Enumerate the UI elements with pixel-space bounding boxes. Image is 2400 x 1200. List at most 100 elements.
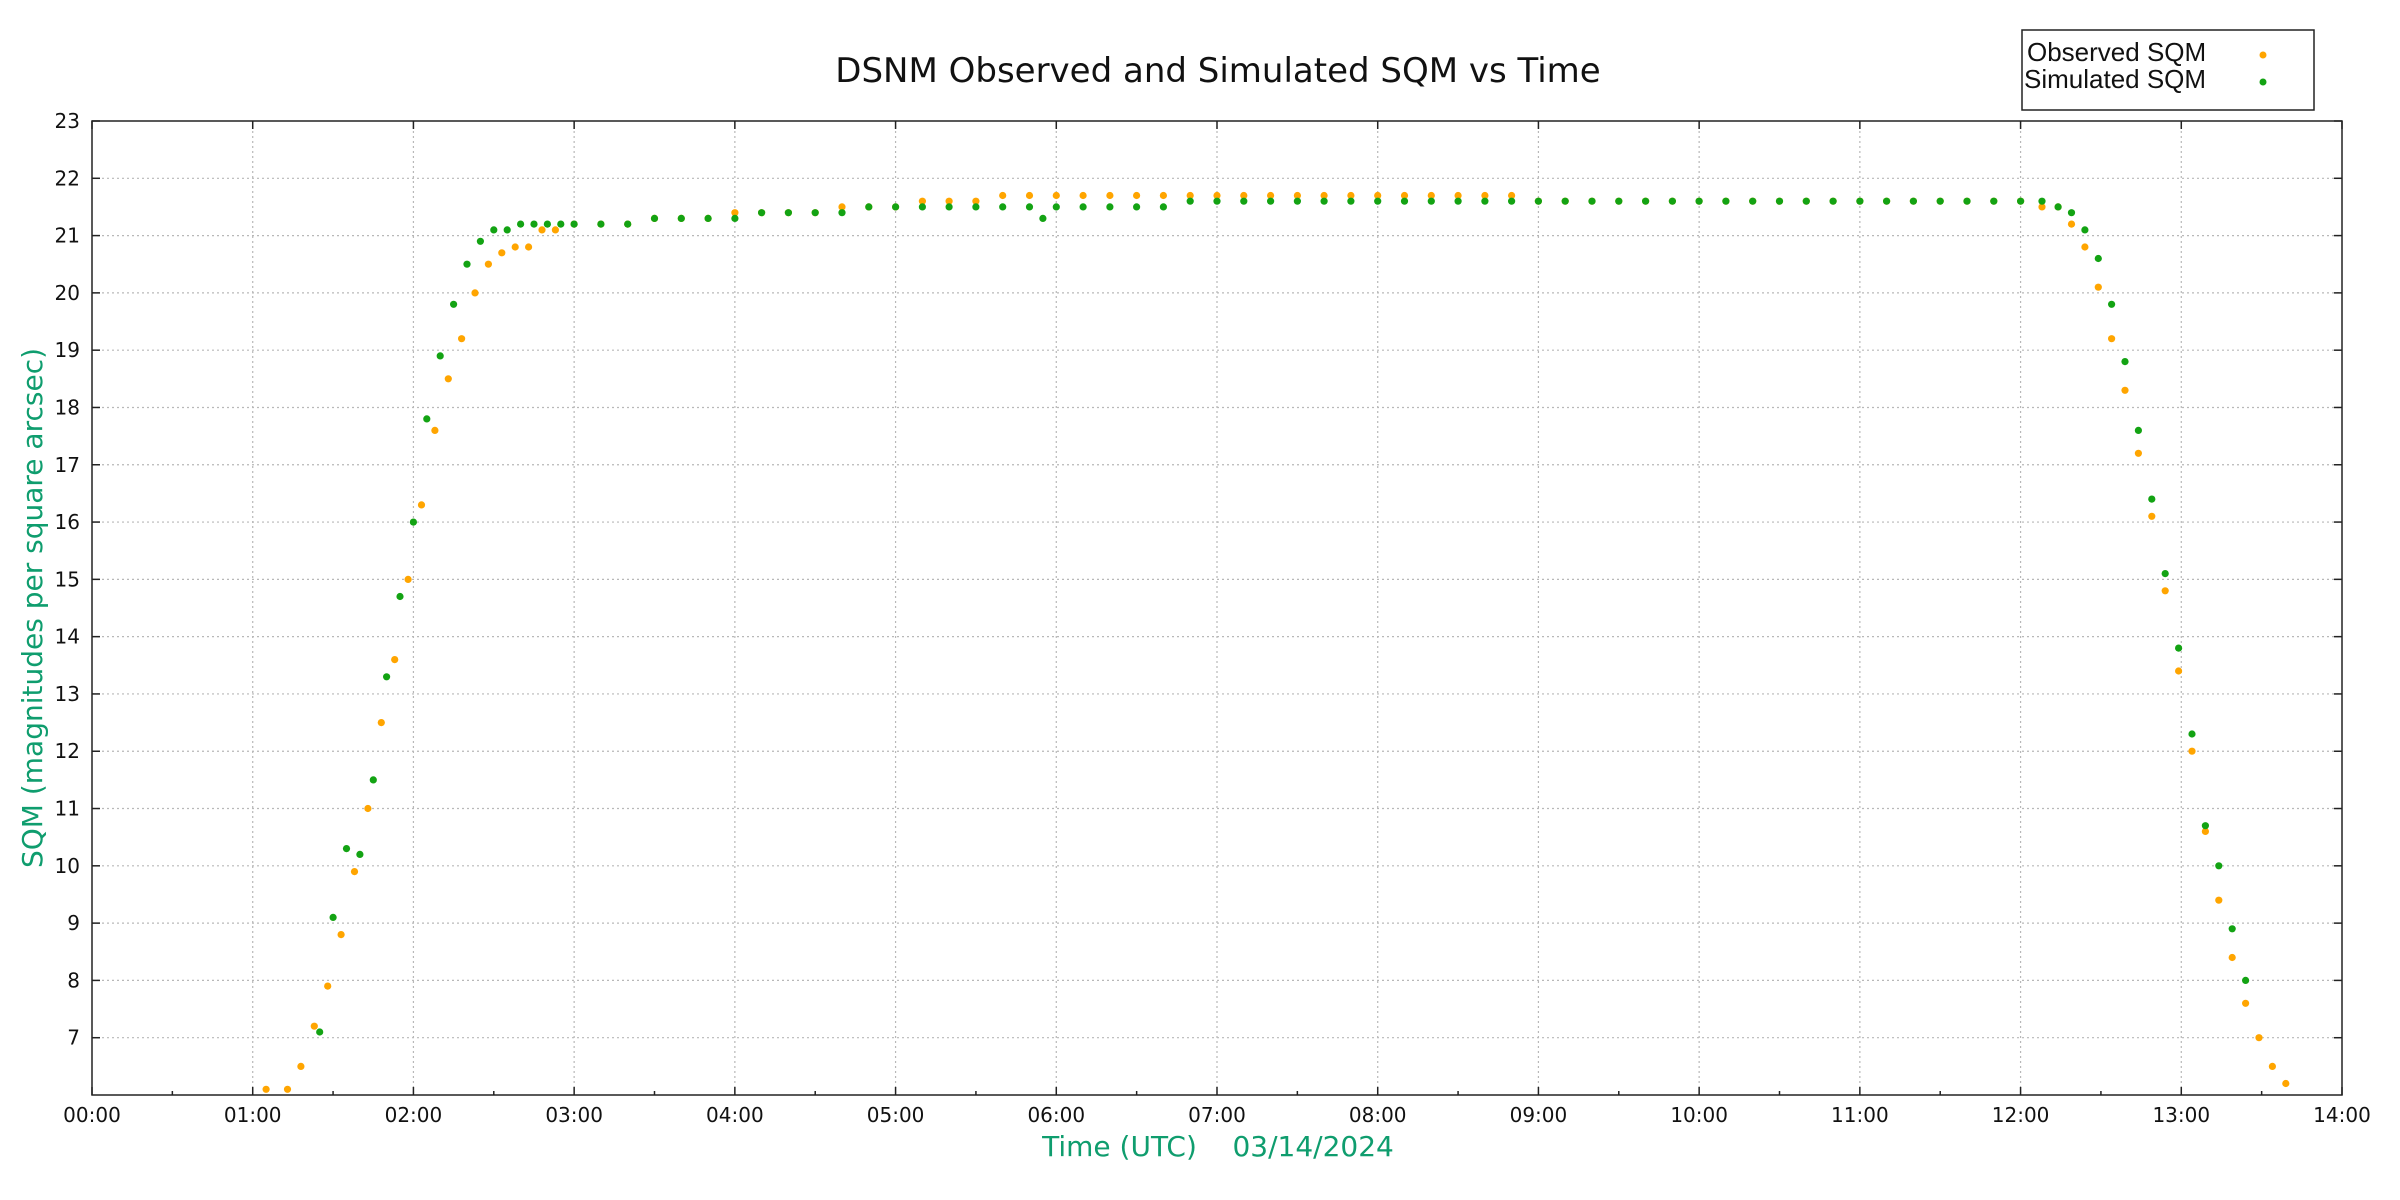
simulated-sqm-point [1400,197,1409,205]
simulated-sqm-point [436,352,444,360]
y-tick-label: 23 [55,109,80,133]
x-tick-label: 11:00 [1831,1103,1889,1127]
observed-sqm-point [1320,191,1328,200]
simulated-sqm-point [2175,644,2183,652]
observed-sqm-point [310,1022,318,1030]
observed-sqm-point [1079,191,1087,200]
y-tick-label: 10 [55,854,80,878]
simulated-sqm-point [2242,976,2250,985]
x-tick-label: 00:00 [63,1103,121,1127]
x-tick-label: 03:00 [545,1103,603,1127]
observed-sqm-point [1267,191,1275,200]
observed-sqm-point [458,335,466,343]
x-tick-label: 12:00 [1992,1103,2050,1127]
simulated-sqm-point [476,237,484,245]
observed-sqm-point [364,804,372,813]
observed-sqm-point [1400,191,1409,200]
observed-sqm-point [2201,827,2209,836]
simulated-sqm-point [1374,197,1382,205]
observed-sqm-point [262,1085,270,1093]
observed-sqm-point [2038,203,2046,211]
simulated-sqm-point [999,203,1007,211]
simulated-sqm-point [1293,197,1301,205]
y-axis-label: SQM (magnitudes per square arcsec) [16,348,49,868]
x-tick-label: 13:00 [2152,1103,2210,1127]
simulated-sqm-point [463,260,471,268]
simulated-sqm-point [1508,197,1516,205]
observed-sqm-point [484,260,492,268]
simulated-sqm-point [1856,197,1864,205]
y-tick-label: 19 [55,338,80,362]
observed-sqm-point [2094,283,2102,291]
observed-sqm-point [525,243,533,251]
observed-sqm-point [283,1085,292,1093]
simulated-sqm-point [1320,197,1328,205]
simulated-sqm-point [1213,197,1221,205]
observed-sqm-point [350,868,359,876]
simulated-sqm-point [1427,197,1435,205]
observed-sqm-point [1213,191,1221,200]
observed-sqm-point [918,197,927,205]
observed-sqm-point [2215,896,2223,904]
observed-sqm-point [2255,1034,2263,1042]
chart-title: DSNM Observed and Simulated SQM vs Time [835,51,1600,91]
observed-sqm-point [945,197,953,205]
simulated-sqm-point [1240,197,1248,205]
simulated-sqm-point [2054,203,2062,211]
simulated-sqm-point [918,203,927,211]
simulated-sqm-point [1454,197,1462,205]
observed-sqm-point [2268,1062,2276,1070]
observed-sqm-point [1240,191,1248,200]
simulated-sqm-point [2134,426,2142,434]
simulated-sqm-point [570,220,578,228]
simulated-sqm-point [2017,197,2025,205]
observed-sqm-point [337,931,345,939]
simulated-sqm-point [1039,214,1047,222]
simulated-sqm-point [1909,197,1917,205]
simulated-sqm-point [1802,197,1810,205]
simulated-sqm-point [1588,197,1596,205]
x-tick-label: 02:00 [385,1103,443,1127]
observed-sqm-point [2228,953,2236,962]
simulated-sqm-point [1695,197,1703,205]
observed-sqm-point [538,226,546,234]
x-tick-label: 07:00 [1188,1103,1246,1127]
simulated-sqm-point [972,203,980,211]
simulated-sqm-point [650,214,659,222]
observed-sqm-point [2161,587,2169,595]
simulated-sqm-point [1159,203,1167,211]
simulated-sqm-point [945,203,953,211]
simulated-sqm-point [1106,203,1114,211]
simulated-sqm-point [2081,226,2089,234]
x-tick-label: 14:00 [2313,1103,2371,1127]
x-axis: 00:00 01:00 02:00 03:00 04:00 05:00 06:00 07:00… [63,121,2371,1127]
observed-sqm-point [1374,191,1382,200]
simulated-sqm-point [2038,197,2046,205]
simulated-sqm-point [1642,197,1650,205]
simulated-sqm-point [409,518,417,526]
observed-sqm-point [731,209,739,217]
simulated-sqm-point [758,209,766,217]
observed-sqm-point [1481,191,1489,200]
simulated-sqm-point [2067,209,2076,217]
observed-sqm-point [324,982,332,990]
simulated-sqm-point [1561,197,1569,205]
simulated-sqm-point [1186,197,1194,205]
observed-sqm-point [999,191,1007,200]
simulated-sqm-point [356,850,364,859]
simulated-sqm-point [2201,822,2209,830]
observed-sqm-point [444,375,452,383]
simulated-sqm-point [1481,197,1489,205]
y-tick-label: 17 [55,453,80,477]
simulated-sqm-point [2161,570,2169,578]
observed-sqm-point [377,719,385,727]
simulated-sqm-point [530,220,538,228]
observed-sqm-point [2282,1079,2290,1088]
simulated-sqm-point [450,300,458,308]
simulated-sqm-point [1347,197,1355,205]
legend-label-simulated: Simulated SQM [2024,64,2206,94]
legend-marker-observed [2259,51,2267,59]
simulated-sqm-series [316,197,2250,1036]
observed-sqm-point [391,656,399,664]
